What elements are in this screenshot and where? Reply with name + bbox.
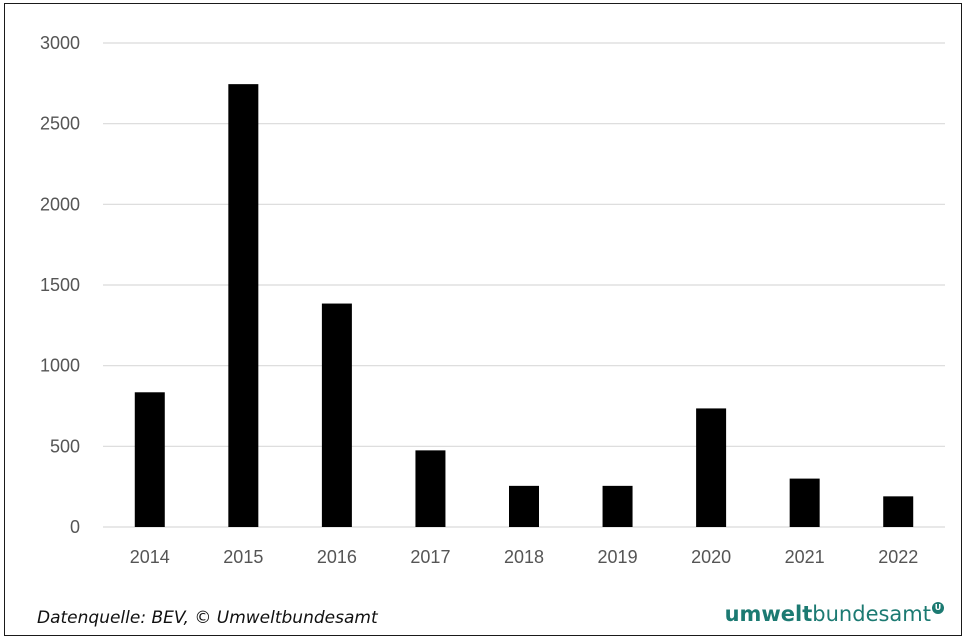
x-tick-label: 2020 (691, 547, 731, 567)
bar-2019 (602, 485, 633, 527)
y-tick-label: 1500 (40, 275, 80, 295)
chart-frame (4, 3, 962, 636)
y-tick-label: 3000 (40, 33, 80, 53)
y-tick-label: 2000 (40, 194, 80, 214)
x-tick-label: 2022 (878, 547, 918, 567)
y-tick-label: 1000 (40, 356, 80, 376)
umweltbundesamt-logo: umweltbundesamt U (725, 602, 944, 626)
bar-2016 (321, 303, 352, 527)
x-tick-label: 2021 (785, 547, 825, 567)
data-source-note: Datenquelle: BEV, © Umweltbundesamt (37, 608, 378, 628)
x-tick-label: 2015 (223, 547, 263, 567)
logo-text-bold: umwelt (724, 602, 813, 626)
bar-2018 (509, 485, 539, 527)
y-tick-label: 500 (50, 436, 80, 456)
bar-2020 (696, 408, 727, 527)
x-tick-label: 2019 (598, 547, 638, 567)
x-tick-label: 2014 (130, 547, 170, 567)
logo-text-regular: bundesamt (812, 602, 931, 626)
logo-mark-icon: U (932, 602, 944, 614)
bar-2014 (134, 392, 165, 527)
x-tick-label: 2016 (317, 547, 357, 567)
y-tick-label: 2500 (40, 114, 80, 134)
bar-2022 (883, 496, 914, 527)
bar-2015 (228, 84, 259, 527)
y-tick-label: 0 (70, 517, 80, 537)
bar-2017 (415, 450, 446, 527)
bar-2021 (789, 478, 820, 527)
x-tick-label: 2017 (410, 547, 450, 567)
x-tick-label: 2018 (504, 547, 544, 567)
